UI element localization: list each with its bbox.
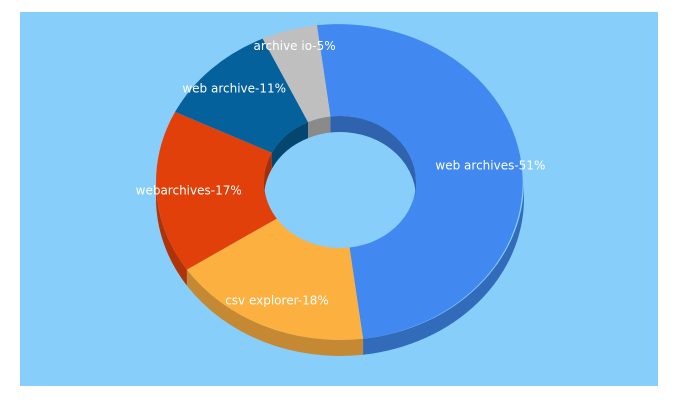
slice-label-webarchives-17: webarchives-17% bbox=[136, 183, 242, 197]
slice-web-archive-11[interactable] bbox=[175, 38, 309, 153]
slice-wall-web-archives-51 bbox=[363, 182, 524, 355]
slice-archive-io-5[interactable] bbox=[262, 25, 331, 123]
slice-label-csv-explorer-18: csv explorer-18% bbox=[225, 294, 329, 308]
slice-label-web-archives-51: web archives-51% bbox=[435, 159, 545, 173]
slice-wall-csv-explorer-18 bbox=[186, 269, 364, 356]
donut-outer-walls bbox=[156, 182, 524, 356]
slice-webarchives-17[interactable] bbox=[156, 111, 277, 270]
slice-hole-wall-archive-io-5 bbox=[308, 116, 331, 139]
slice-label-archive-io-5: archive io-5% bbox=[254, 39, 336, 53]
slice-web-archives-51[interactable] bbox=[316, 24, 523, 339]
slice-label-web-archive-11: web archive-11% bbox=[182, 82, 286, 96]
donut-inner-walls bbox=[264, 115, 416, 198]
slice-hole-wall-webarchives-17 bbox=[264, 152, 272, 198]
chart-panel: web archives-51% csv explorer-18% webarchi… bbox=[20, 12, 658, 386]
slice-wall-webarchives-17 bbox=[156, 182, 187, 286]
slice-hole-wall-web-archives-51 bbox=[330, 115, 416, 198]
donut-chart: web archives-51% csv explorer-18% webarchi… bbox=[136, 24, 545, 356]
donut-top-faces bbox=[156, 24, 523, 340]
slice-csv-explorer-18[interactable] bbox=[186, 218, 364, 340]
slice-hole-wall-web-archive-11 bbox=[271, 122, 309, 169]
